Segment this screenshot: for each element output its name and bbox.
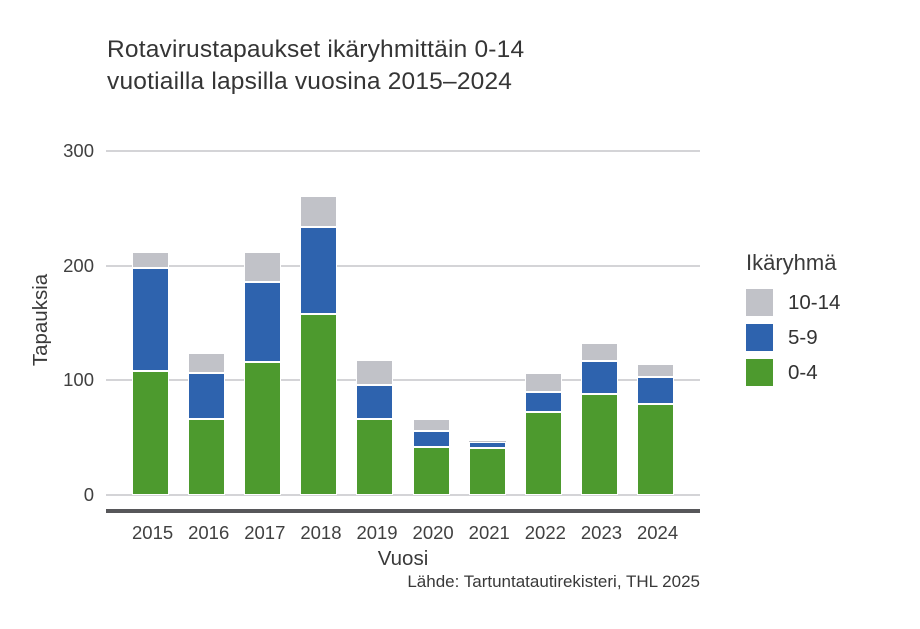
x-tick-label-2024: 2024 [636,522,679,543]
x-tick-label-2018: 2018 [300,522,342,543]
chart-title-line-1: Rotavirustapaukset ikäryhmittäin 0-14 [107,36,525,63]
bar-2021-segment-0-4 [468,448,506,495]
y-tick-label-100: 100 [63,369,94,391]
bar-2019 [356,359,394,495]
x-axis-tick-labels: 2015 2016 2017 2018 2019 2020 2021 2022 2023 2024 [106,522,700,544]
bar-2019-segment-5-9 [356,384,394,420]
legend-items: 10-14 5-9 0-4 [746,289,840,386]
legend-swatch-10-14 [746,289,773,316]
bar-2024-segment-0-4 [636,404,674,495]
bar-2022-segment-5-9 [524,391,562,413]
bar-2017-segment-10-14 [244,251,282,282]
bar-2015-segment-10-14 [132,251,169,268]
bar-2021-segment-5-9 [468,442,506,448]
legend-swatch-0-4 [746,359,773,386]
bar-2021 [468,441,506,495]
bar-2022-segment-0-4 [524,412,562,495]
legend-label-0-4: 0-4 [788,360,818,384]
bar-2022-segment-10-14 [524,373,562,392]
bar-2018-segment-0-4 [300,313,338,495]
x-axis-line [106,509,700,513]
x-tick-label-2016: 2016 [188,522,230,543]
x-tick-label-2021: 2021 [468,522,510,543]
x-tick-label-2020: 2020 [412,522,454,543]
bar-2018-segment-10-14 [300,195,338,227]
bar-2019-segment-10-14 [356,359,394,385]
x-tick-label-2023: 2023 [580,522,623,543]
bar-2022 [524,373,562,495]
legend-label-10-14: 10-14 [788,290,841,314]
bar-2015 [132,251,169,495]
bar-2018 [300,195,338,495]
bar-2023-segment-5-9 [580,360,618,395]
bar-2024-segment-5-9 [636,376,674,405]
bars [106,151,700,495]
bar-2017-segment-0-4 [244,362,282,495]
plot-area [106,150,700,496]
legend: Ikäryhmä 10-14 5-9 0-4 [746,250,840,394]
legend-label-5-9: 5-9 [788,325,818,349]
bar-2017 [244,251,282,495]
gridline-200 [106,264,700,267]
source-caption: Lähde: Tartuntatautirekisteri, THL 2025 [407,572,700,591]
bar-2020-segment-10-14 [412,419,450,431]
chart-title-line-2: vuotiailla lapsilla vuosina 2015–2024 [107,68,513,95]
chart-title: Rotavirustapaukset ikäryhmittäin 0-14 vu… [107,34,524,98]
y-tick-label-300: 300 [63,140,94,161]
bar-2020 [412,419,450,495]
x-tick-label-2019: 2019 [356,522,398,543]
gridline-100 [106,379,700,382]
x-tick-label-2017: 2017 [244,522,286,543]
x-tick-label-2022: 2022 [524,522,566,543]
legend-title: Ikäryhmä [746,250,837,275]
y-axis-tick-labels: 0 100 200 300 [0,140,94,505]
gridline-300 [106,150,700,152]
bar-2018-segment-5-9 [300,226,338,314]
legend-swatch-5-9 [746,324,773,351]
x-axis-title: Vuosi [377,547,429,570]
bar-2017-segment-5-9 [244,281,282,362]
legend-item-5-9: 5-9 [746,324,840,351]
bar-2015-segment-5-9 [132,267,169,372]
y-tick-label-0: 0 [83,484,94,505]
bar-2015-segment-0-4 [132,371,169,495]
bar-2016-segment-0-4 [188,419,226,495]
x-tick-label-2015: 2015 [132,522,174,543]
bar-2024-segment-10-14 [636,364,674,377]
bar-2023-segment-10-14 [580,342,618,361]
bar-2016-segment-10-14 [188,352,226,374]
bar-2016-segment-5-9 [188,373,226,420]
bar-2024 [636,364,674,495]
bar-2021-segment-10-14 [468,441,506,443]
legend-item-10-14: 10-14 [746,289,840,316]
bar-2020-segment-5-9 [412,430,450,447]
legend-item-0-4: 0-4 [746,359,840,386]
gridline-0 [106,494,700,496]
bar-2019-segment-0-4 [356,419,394,495]
bar-2020-segment-0-4 [412,446,450,495]
bar-2023-segment-0-4 [580,394,618,495]
bar-2016 [188,352,226,495]
y-tick-label-200: 200 [63,254,94,276]
bar-2023 [580,342,618,495]
